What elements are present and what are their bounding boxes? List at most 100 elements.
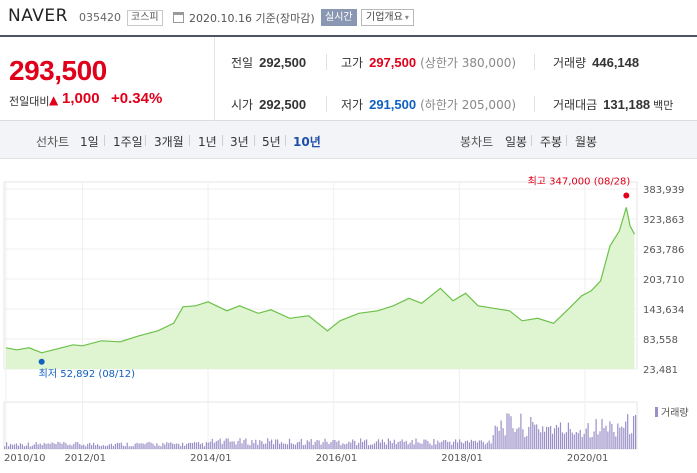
min-point xyxy=(38,358,45,365)
volume-bar xyxy=(223,440,225,449)
x-tick-label: 2012/01 xyxy=(64,453,106,464)
volume-bar xyxy=(324,438,326,449)
volume-bar xyxy=(504,435,506,449)
volume-bar xyxy=(83,444,85,449)
tab-3m[interactable]: 3개월 xyxy=(154,135,184,149)
volume-bar xyxy=(439,442,441,449)
volume-bar xyxy=(249,445,251,449)
low-price: 저가 291,500 (하한가 205,000) xyxy=(341,96,516,113)
volume-bar xyxy=(352,439,354,449)
volume-bar xyxy=(389,440,391,449)
volume-bar xyxy=(77,442,79,449)
volume-bar xyxy=(300,438,302,449)
volume-bar xyxy=(486,442,488,449)
volume-bar xyxy=(411,440,413,449)
volume-bar xyxy=(102,445,105,449)
volume-bar xyxy=(112,445,114,449)
volume-bar xyxy=(425,439,427,449)
stock-header: NAVER 035420 코스피 2020.10.16 기준(장마감) 실시간 … xyxy=(0,0,697,32)
x-tick-label: 2014/01 xyxy=(190,453,232,464)
volume-bar xyxy=(71,445,73,449)
volume-bar xyxy=(91,445,93,449)
volume-bar xyxy=(279,443,281,449)
volume-bar xyxy=(140,443,142,449)
volume-bar xyxy=(453,441,455,449)
volume-bar xyxy=(415,438,417,449)
volume-bar xyxy=(559,422,562,449)
volume-bar xyxy=(326,441,328,449)
tab-1y[interactable]: 1년 xyxy=(198,135,217,149)
volume-bar xyxy=(231,441,233,449)
volume-bar xyxy=(43,442,45,449)
volume-bar xyxy=(128,446,130,449)
lower-limit: (하한가 205,000) xyxy=(420,98,517,112)
company-info-button[interactable]: 기업개요 ▾ xyxy=(361,9,414,26)
volume-frame xyxy=(3,401,638,450)
volume-bar xyxy=(375,441,378,449)
volume-bar xyxy=(69,444,71,449)
volume-bar xyxy=(201,443,203,449)
open-value: 292,500 xyxy=(259,97,307,112)
volume-bar xyxy=(455,439,457,449)
volume-bar xyxy=(366,439,368,449)
volume-bar xyxy=(124,446,126,449)
y-tick-label: 143,634 xyxy=(643,305,684,316)
realtime-button[interactable]: 실시간 xyxy=(321,9,357,26)
volume-bar xyxy=(269,441,271,449)
volume-bar xyxy=(350,442,352,449)
volume-bar xyxy=(625,421,627,449)
volume-bar xyxy=(221,443,223,449)
tab-5y[interactable]: 5년 xyxy=(262,135,281,149)
volume-bar xyxy=(19,443,21,449)
volume-bar xyxy=(407,444,409,449)
volume-bar xyxy=(526,436,528,449)
volume-bar xyxy=(37,444,39,449)
volume-bar xyxy=(421,443,423,449)
volume-bar xyxy=(332,440,334,449)
volume-bar xyxy=(247,444,249,449)
x-tick-label: 2020/01 xyxy=(567,453,609,464)
tab-daily-candle[interactable]: 일봉 xyxy=(505,135,528,149)
volume-bar xyxy=(259,440,261,449)
volume-bar xyxy=(445,440,447,449)
volume-bar xyxy=(322,442,324,449)
volume-bar xyxy=(61,443,63,449)
current-price: 293,500 xyxy=(9,55,107,86)
volume-bar xyxy=(6,442,8,449)
volume-bar xyxy=(116,442,118,449)
tab-monthly-candle[interactable]: 월봉 xyxy=(575,135,598,149)
tab-1w[interactable]: 1주일 xyxy=(113,135,143,149)
volume-bar xyxy=(364,440,366,449)
volume-bar xyxy=(195,442,198,449)
prev-close: 전일 292,500 xyxy=(231,54,306,71)
volume-bar xyxy=(555,424,558,449)
volume-bar xyxy=(209,441,211,449)
tab-weekly-candle[interactable]: 주봉 xyxy=(540,135,563,149)
volume-bar xyxy=(449,441,451,449)
volume-bar xyxy=(571,432,573,449)
volume-bar xyxy=(405,440,407,449)
tab-10y[interactable]: 10년 xyxy=(293,135,321,149)
market-badge: 코스피 xyxy=(127,10,163,26)
volume-bar xyxy=(225,438,227,449)
volume-bar xyxy=(563,433,565,449)
volume-bar xyxy=(383,442,385,449)
volume-bar xyxy=(478,440,480,449)
volume-bar xyxy=(520,413,522,449)
tab-3y[interactable]: 3년 xyxy=(230,135,249,149)
change-value: 1,000 xyxy=(62,90,100,107)
volume-bar xyxy=(508,413,510,449)
volume-bar xyxy=(243,439,245,449)
volume-bar xyxy=(330,442,332,449)
volume-bar xyxy=(387,438,389,449)
volume-bar xyxy=(320,444,322,449)
volume-bar xyxy=(308,441,310,449)
volume-bar xyxy=(528,426,530,449)
volume-bar xyxy=(158,445,160,449)
x-tick-label: 2018/01 xyxy=(441,453,483,464)
volume-bar xyxy=(567,422,569,449)
y-axis-ticks: 383,939 323,863 263,786 203,710 143,634 83,55… xyxy=(643,185,684,376)
tab-1d[interactable]: 1일 xyxy=(80,135,99,149)
volume-bar xyxy=(265,443,267,449)
volume-bar xyxy=(391,443,393,449)
